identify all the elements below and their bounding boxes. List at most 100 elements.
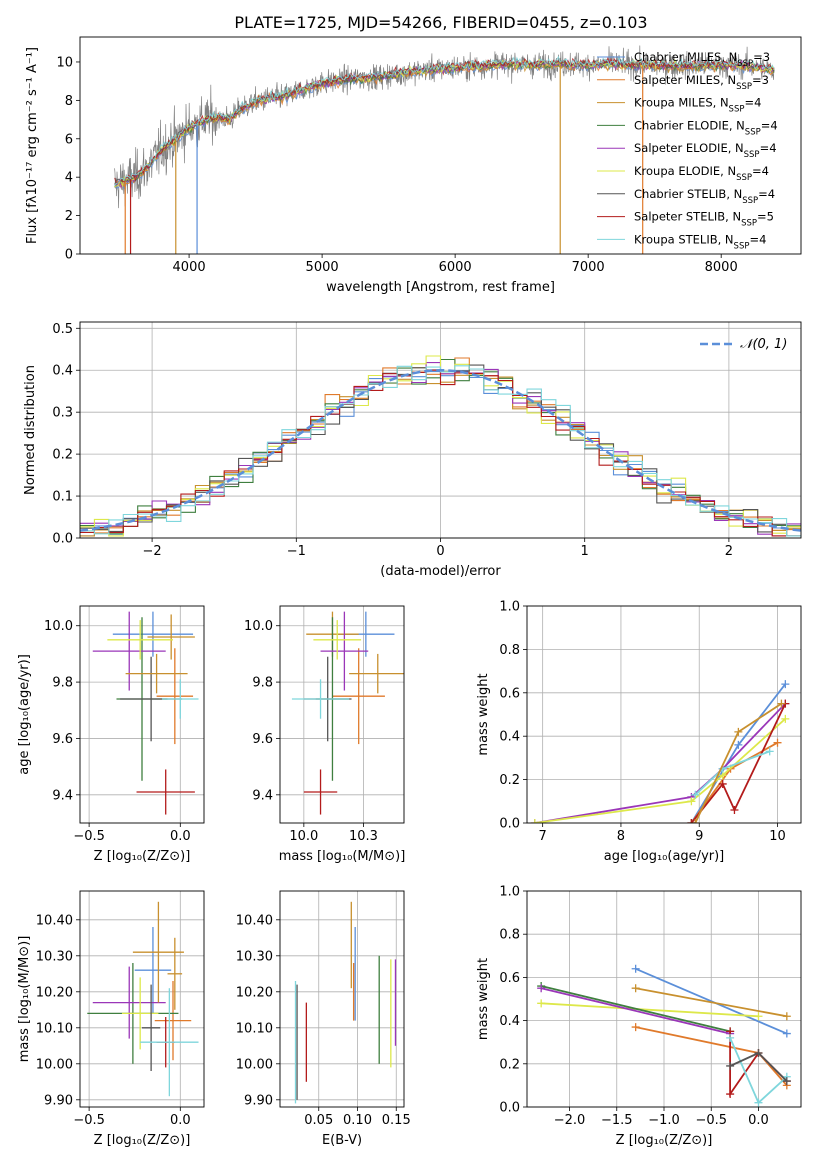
y-tick-label: 10.00 bbox=[36, 1057, 73, 1072]
x-tick-label: −2.0 bbox=[554, 1113, 586, 1128]
x-tick-label: −1 bbox=[287, 544, 306, 559]
y-tick-label: 9.90 bbox=[244, 1093, 273, 1108]
legend-label: Kroupa STELIB, NSSP=4 bbox=[634, 232, 766, 251]
legend-tail: =4 bbox=[758, 187, 775, 201]
y-tick-label: 0.4 bbox=[52, 364, 73, 379]
legend-tail: =4 bbox=[760, 141, 777, 155]
legend-label: Kroupa ELODIE, NSSP=4 bbox=[634, 164, 769, 183]
axes-frame bbox=[526, 890, 802, 1108]
spectrum-plot bbox=[114, 45, 775, 254]
normal-reference-curve bbox=[80, 368, 801, 532]
spectrum-axes: 4000 5000 6000 7000 8000 0 2 4 6 8 10 wavelength [A… bbox=[25, 36, 802, 295]
mass_vs_Z-axes: −0.5 0.0 9.90 10.00 10.10 10.20 10.30 10.40 Z [l… bbox=[17, 890, 205, 1148]
x-tick-label: −0.5 bbox=[73, 1113, 105, 1128]
legend-label: Chabrier ELODIE, NSSP=4 bbox=[634, 118, 778, 137]
x-tick-label: 10 bbox=[769, 829, 786, 844]
weight-marker bbox=[781, 714, 790, 723]
x-axis-label: mass [log₁₀(M/M⊙)] bbox=[279, 849, 406, 864]
y-tick-label: 10.00 bbox=[236, 1057, 273, 1072]
y-tick-label: 4 bbox=[65, 171, 73, 186]
weight-marker bbox=[631, 964, 640, 973]
legend-label: Salpeter STELIB, NSSP=5 bbox=[634, 210, 774, 229]
mass_vs_ebv-axes: 0.05 0.10 0.15 9.90 10.00 10.10 10.20 10.30 10.4… bbox=[236, 890, 411, 1148]
legend-tail: =3 bbox=[752, 73, 769, 87]
x-tick-label: −0.5 bbox=[695, 1113, 727, 1128]
axes-frame bbox=[526, 605, 802, 824]
x-tick-label: 4000 bbox=[173, 260, 206, 275]
y-tick-label: 8 bbox=[65, 94, 73, 109]
weight-marker bbox=[537, 999, 546, 1008]
y-tick-label: 10.30 bbox=[236, 949, 273, 964]
y-axis-label: Normed distribution bbox=[23, 365, 38, 495]
y-tick-label: 9.6 bbox=[252, 732, 273, 747]
weight-marker bbox=[782, 1029, 791, 1038]
weight-line bbox=[540, 987, 731, 1035]
legend-tail: =4 bbox=[752, 164, 769, 178]
y-tick-label: 0.2 bbox=[52, 448, 73, 463]
y-axis-label: mass [log₁₀(M/M⊙)] bbox=[17, 936, 32, 1063]
age_vs_Z-axes: −0.5 0.0 9.4 9.6 9.8 10.0 Z [log₁₀(Z/Z⊙)] age [… bbox=[17, 605, 205, 864]
weight-marker bbox=[754, 1098, 763, 1107]
x-tick-label: 0.15 bbox=[382, 1113, 411, 1128]
x-axis-label: Z [log₁₀(Z/Z⊙)] bbox=[616, 1133, 713, 1148]
weight-line bbox=[635, 967, 788, 1035]
weight-marker bbox=[687, 819, 696, 823]
y-tick-label: 10.20 bbox=[36, 985, 73, 1000]
x-axis-label: age [log₁₀(age/yr)] bbox=[604, 849, 725, 864]
legend-sub: SSP bbox=[736, 173, 752, 183]
weight-line bbox=[690, 703, 787, 823]
y-tick-label: 0.3 bbox=[52, 406, 73, 421]
legend-sub: SSP bbox=[734, 241, 750, 251]
x-tick-label: 0 bbox=[436, 544, 444, 559]
legend-label: Salpeter ELODIE, NSSP=4 bbox=[634, 141, 777, 160]
weight-marker bbox=[754, 1049, 763, 1057]
x-tick-label: 8000 bbox=[705, 260, 738, 275]
x-tick-label: 5000 bbox=[306, 260, 339, 275]
x-tick-label: 7 bbox=[539, 829, 547, 844]
x-tick-label: 10.0 bbox=[289, 829, 318, 844]
figure-title: PLATE=1725, MJD=54266, FIBERID=0455, z=0… bbox=[234, 13, 647, 32]
y-tick-label: 2 bbox=[65, 209, 73, 224]
y-tick-label: 9.4 bbox=[52, 788, 73, 803]
y-tick-label: 10.0 bbox=[44, 619, 73, 634]
y-axis-label: age [log₁₀(age/yr)] bbox=[17, 654, 32, 775]
y-tick-label: 0.4 bbox=[499, 730, 520, 745]
weight-marker bbox=[754, 1012, 763, 1021]
weight-marker bbox=[631, 1023, 640, 1032]
legend-sub: SSP bbox=[741, 219, 757, 229]
weight-marker bbox=[691, 790, 700, 799]
y-tick-label: 10.30 bbox=[36, 949, 73, 964]
legend-sub: SSP bbox=[742, 196, 758, 206]
y-tick-label: 0.4 bbox=[499, 1014, 520, 1029]
x-tick-label: 0.10 bbox=[343, 1113, 372, 1128]
weight-marker bbox=[687, 797, 696, 806]
weight-line bbox=[540, 985, 731, 1033]
weight-marker bbox=[730, 805, 739, 814]
y-tick-label: 10.10 bbox=[36, 1021, 73, 1036]
y-tick-label: 0.0 bbox=[499, 817, 520, 832]
x-tick-label: 9 bbox=[695, 829, 703, 844]
weight-marker bbox=[691, 819, 700, 823]
x-tick-label: 6000 bbox=[439, 260, 472, 275]
y-tick-label: 9.8 bbox=[252, 676, 273, 691]
y-tick-label: 0.2 bbox=[499, 773, 520, 788]
legend-label: Chabrier STELIB, NSSP=4 bbox=[634, 187, 775, 206]
weight_vs_age-axes: 7 8 9 10 0.0 0.2 0.4 0.6 0.8 1.0 age [log₁₀(age/yr… bbox=[476, 600, 802, 864]
weight-marker bbox=[781, 680, 790, 689]
axes-frame bbox=[79, 321, 802, 539]
weight-marker bbox=[734, 740, 743, 749]
legend-tail: =4 bbox=[749, 232, 766, 246]
legend-sub: SSP bbox=[736, 82, 752, 92]
y-tick-label: 0.8 bbox=[499, 643, 520, 658]
axes-frame bbox=[279, 605, 405, 824]
weight-marker bbox=[773, 738, 782, 747]
weight-marker bbox=[726, 1033, 735, 1042]
x-tick-label: 0.0 bbox=[748, 1113, 769, 1128]
age_vs_Z-plot bbox=[92, 611, 199, 815]
x-tick-label: 10.3 bbox=[349, 829, 378, 844]
legend-tail: =3 bbox=[753, 50, 770, 64]
x-tick-label: 0.05 bbox=[304, 1113, 333, 1128]
y-tick-label: 0 bbox=[65, 248, 73, 263]
y-tick-label: 1.0 bbox=[499, 600, 520, 615]
